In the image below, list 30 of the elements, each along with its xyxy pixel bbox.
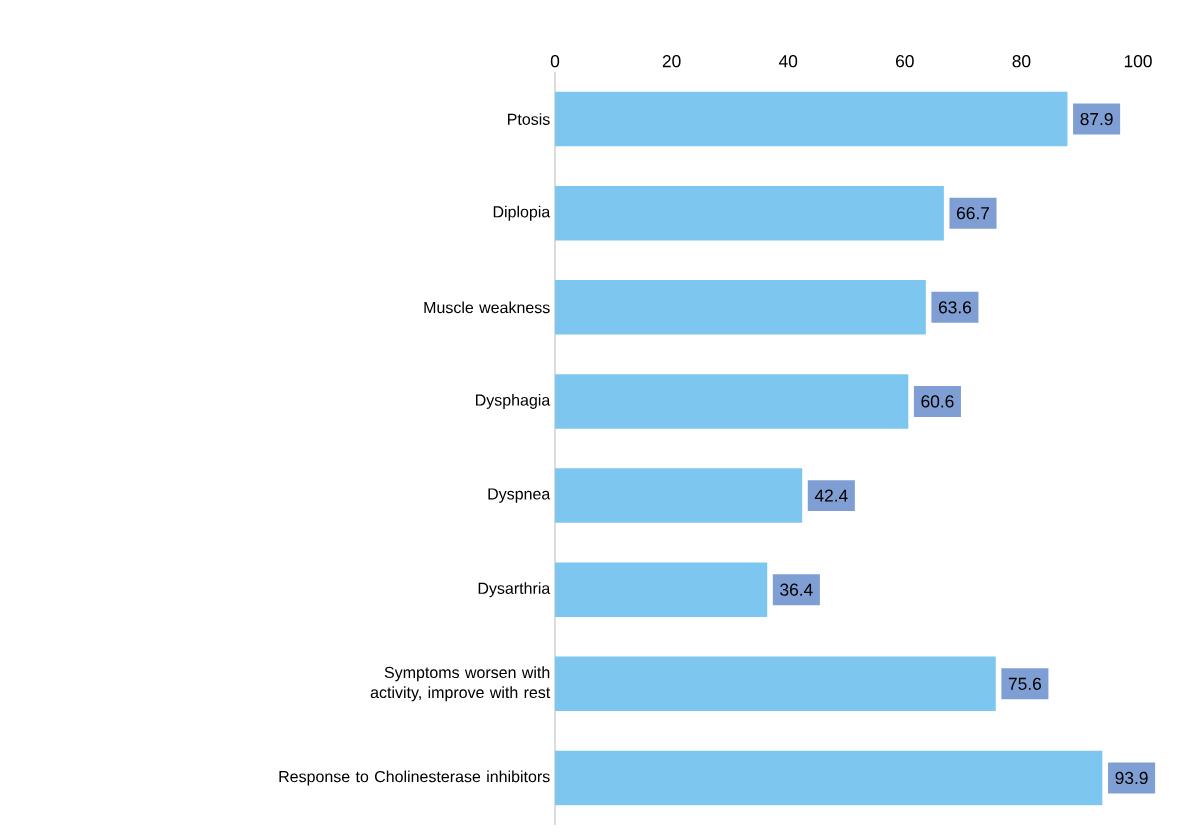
x-tick-label: 40 (778, 55, 798, 68)
x-tick-label: 60 (896, 55, 914, 68)
x-tick-label: 100 (1124, 55, 1152, 68)
y-tick-label: Response to Cholinesterase inhibitors (279, 770, 550, 786)
data-label: 75.6 (1008, 677, 1041, 690)
data-label: 36.4 (780, 583, 813, 596)
data-label: 63.6 (938, 301, 972, 314)
bar (555, 468, 803, 523)
y-tick-label: Symptoms worsen with activity, improve with rest (370, 666, 551, 702)
bar (555, 280, 926, 335)
y-tick-label: Muscle weakness (424, 301, 550, 314)
x-tick-label: 0 (550, 55, 560, 68)
data-label: 87.9 (1080, 112, 1113, 126)
data-label: 42.4 (814, 489, 848, 502)
data-label: 66.7 (957, 207, 989, 220)
y-tick-label: Dysphagia (476, 394, 551, 409)
data-label: 93.9 (1115, 771, 1148, 785)
data-label: 60.6 (921, 395, 954, 408)
bar (555, 185, 944, 241)
bar (555, 750, 1103, 806)
y-tick-label: Ptosis (508, 113, 550, 125)
y-tick-label: Dysarthria (478, 582, 551, 598)
bar (555, 562, 768, 617)
y-tick-label: Diplopia (493, 205, 551, 221)
y-tick-label: Dyspnea (488, 488, 551, 503)
bar (555, 656, 996, 712)
bar (555, 374, 909, 429)
x-tick-label: 80 (1012, 55, 1031, 68)
bar (555, 91, 1068, 147)
x-tick-label: 20 (662, 55, 681, 68)
